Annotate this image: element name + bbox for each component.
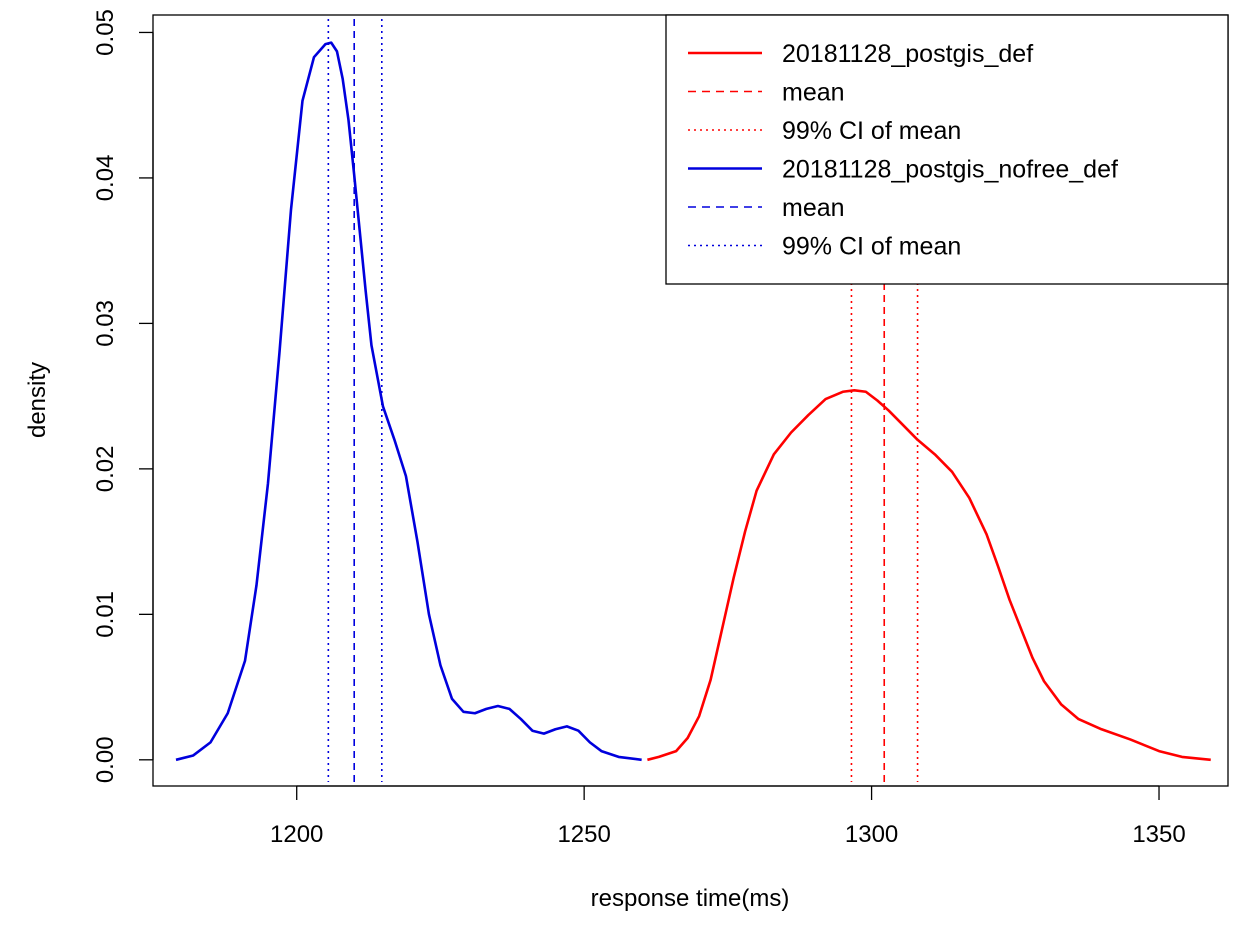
x-tick-label-3: 1350 xyxy=(1132,821,1185,848)
x-tick-label-2: 1300 xyxy=(845,821,898,848)
y-tick-label-3: 0.03 xyxy=(92,300,119,347)
legend-label-1: mean xyxy=(782,79,845,107)
x-tick-label-1: 1250 xyxy=(557,821,610,848)
axes: 1200 1250 1300 1350 0.00 0.01 0.02 0.03 0.04 0.05 xyxy=(92,9,1186,848)
legend-label-4: mean xyxy=(782,194,845,222)
legend-label-3: 20181128_postgis_nofree_def xyxy=(782,156,1118,184)
density-curves xyxy=(175,41,1211,762)
x-axis-title: response time(ms) xyxy=(591,885,790,912)
y-tick-label-0: 0.00 xyxy=(92,736,119,783)
legend-label-0: 20181128_postgis_def xyxy=(782,40,1033,68)
curve-20181128-postgis-nofree-def-3 xyxy=(175,41,642,762)
legend-label-2: 99% CI of mean xyxy=(782,117,961,145)
legend-label-5: 99% CI of mean xyxy=(782,233,961,261)
y-tick-label-2: 0.02 xyxy=(92,446,119,493)
y-tick-label-4: 0.04 xyxy=(92,155,119,202)
legend-box xyxy=(665,14,1229,285)
y-tick-label-1: 0.01 xyxy=(92,591,119,638)
y-tick-label-5: 0.05 xyxy=(92,9,119,56)
curve-20181128-postgis-def-0 xyxy=(647,389,1211,762)
y-axis-title: density xyxy=(24,362,51,438)
x-tick-label-0: 1200 xyxy=(270,821,323,848)
